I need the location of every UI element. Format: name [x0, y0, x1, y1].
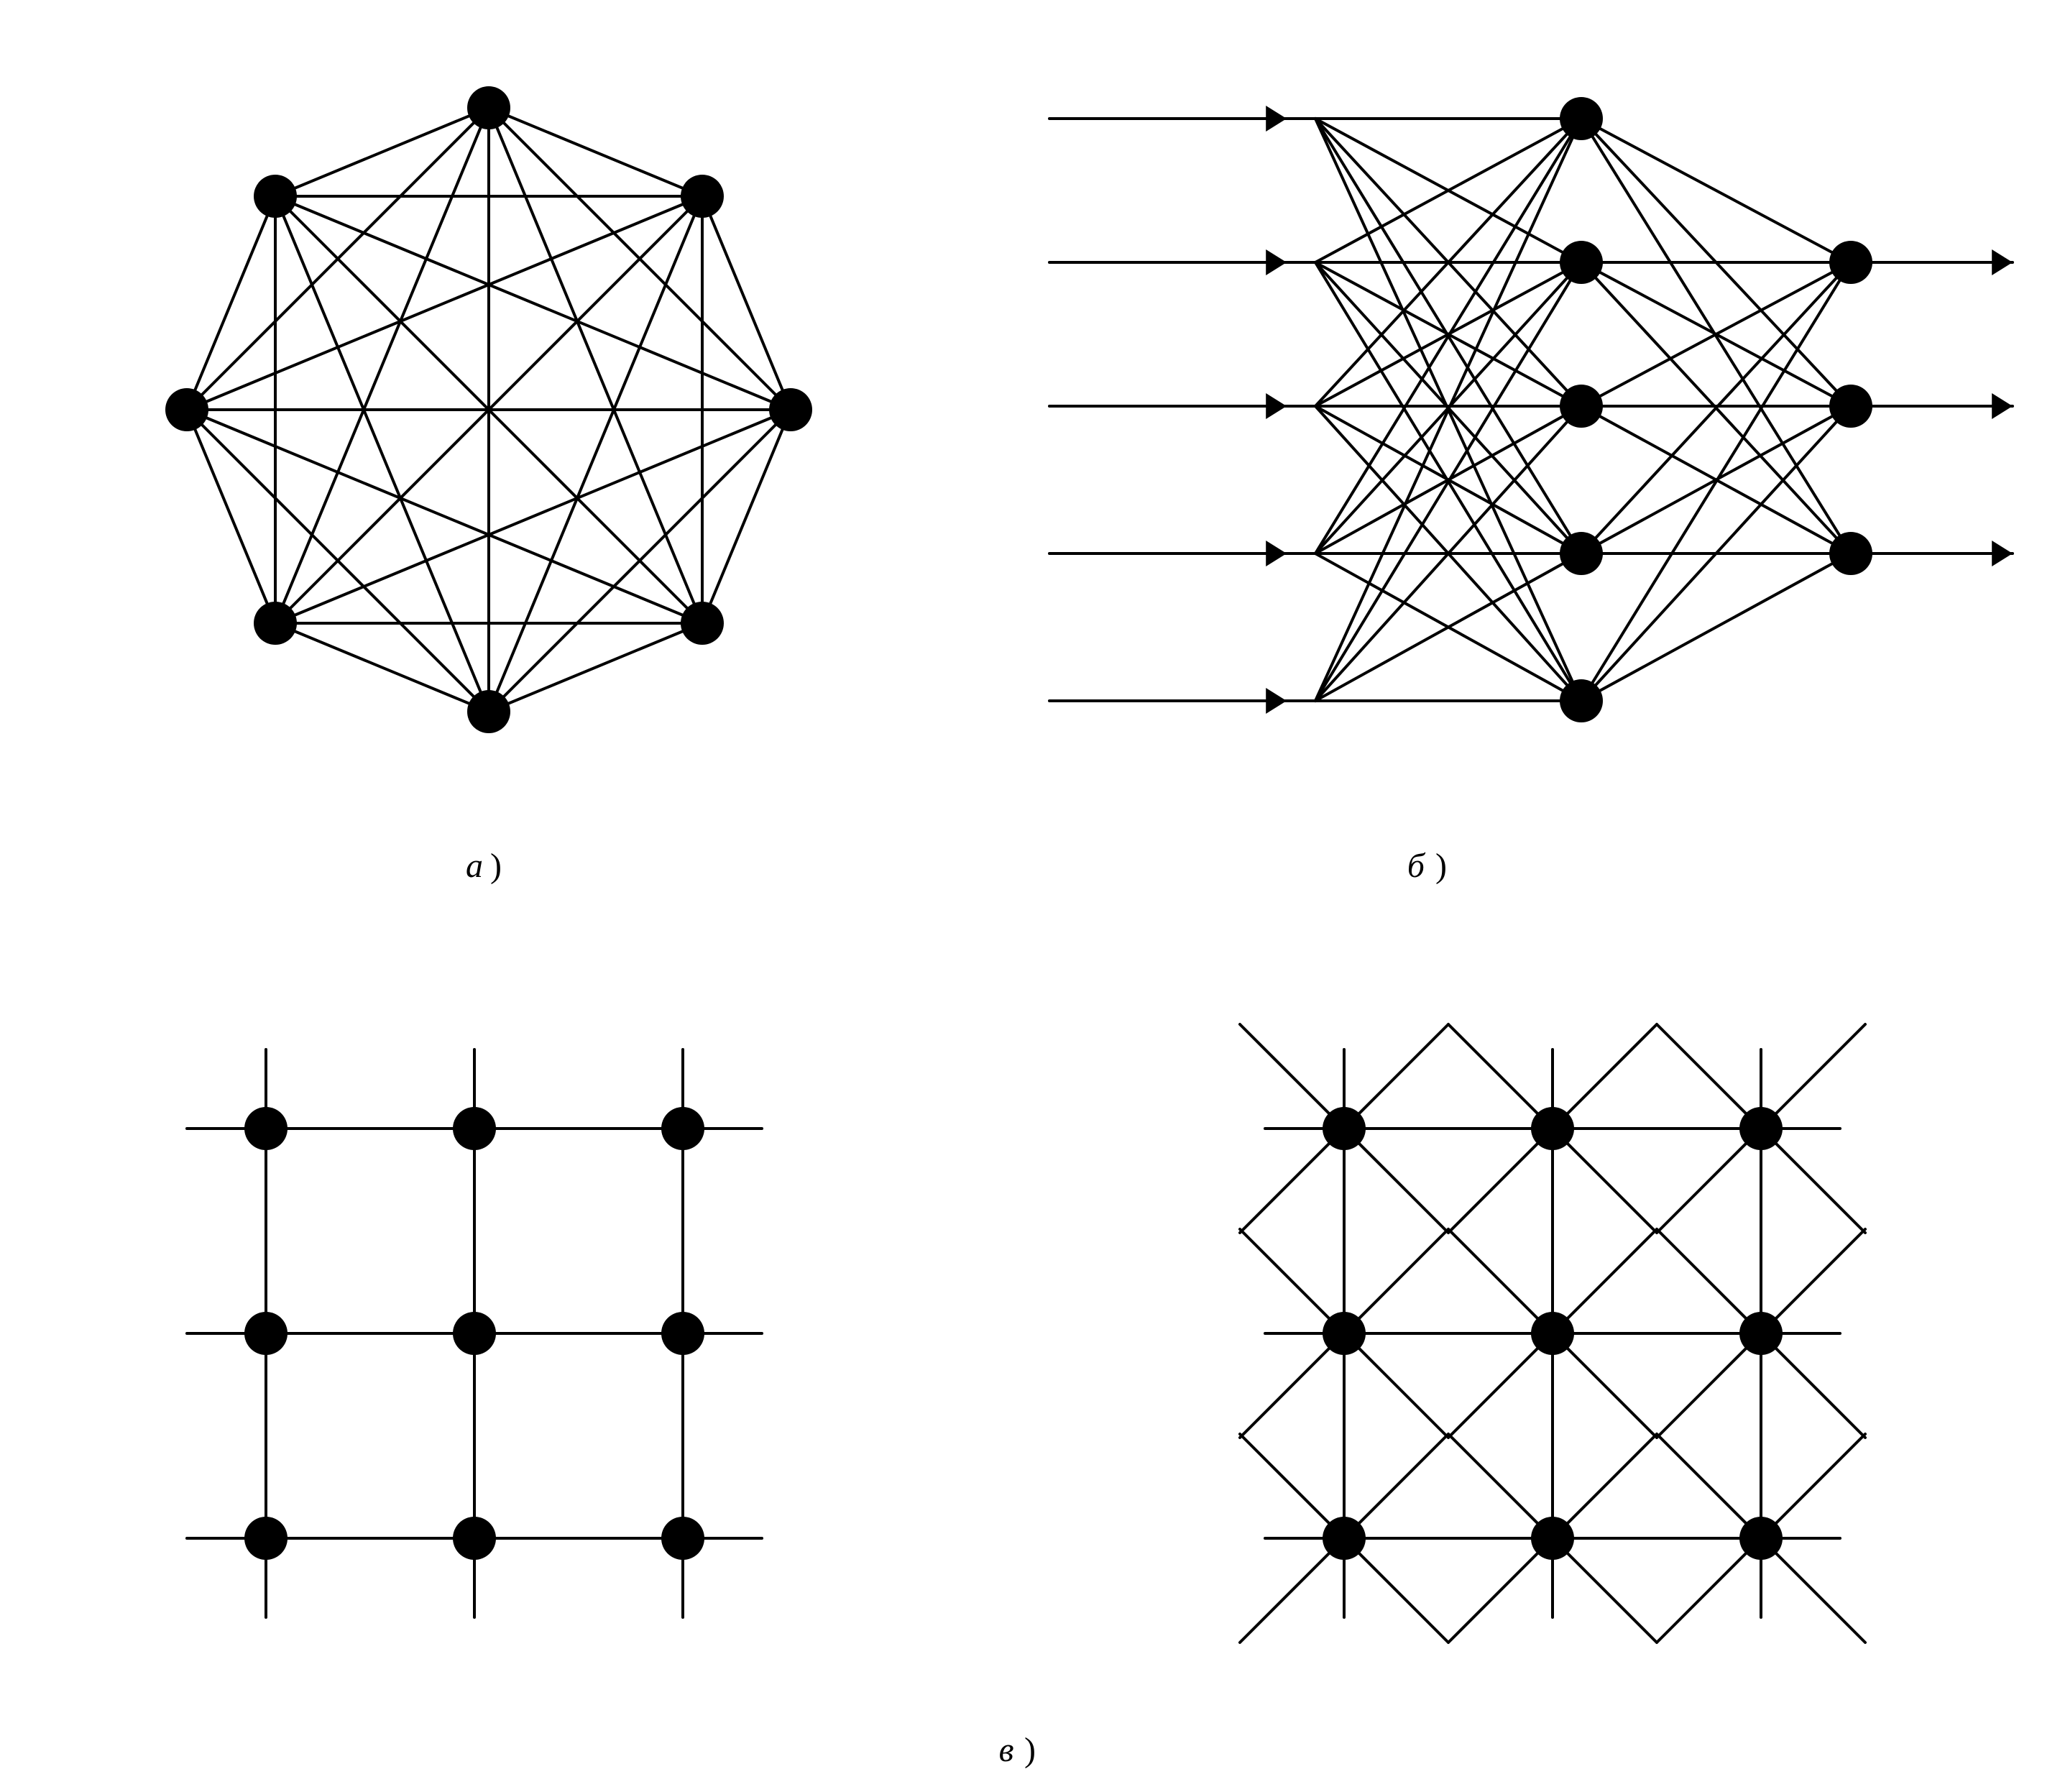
- labels: а)б)в): [466, 847, 1447, 1769]
- edge: [1581, 119, 1851, 553]
- node: [681, 175, 724, 218]
- label-a-paren: ): [490, 847, 502, 885]
- hidden-node: [1560, 532, 1603, 575]
- node: [453, 1107, 496, 1150]
- arrow-head: [1266, 688, 1287, 714]
- edge: [489, 108, 702, 623]
- arrow-head: [1266, 541, 1287, 566]
- panel-b: [1049, 97, 2013, 722]
- panel-b-arrows: [1266, 106, 2013, 714]
- node: [1531, 1312, 1574, 1355]
- hidden-node: [1560, 97, 1603, 140]
- node: [769, 388, 812, 431]
- node: [244, 1312, 288, 1355]
- panel-a: [165, 86, 812, 733]
- node: [453, 1312, 496, 1355]
- panel-c-left: [187, 1049, 762, 1617]
- panel-c-right: [1240, 1024, 1865, 1642]
- arrow-head: [1266, 249, 1287, 275]
- node: [661, 1312, 704, 1355]
- arrow-head: [1992, 393, 2013, 419]
- node: [254, 602, 297, 645]
- node: [661, 1517, 704, 1560]
- node: [244, 1517, 288, 1560]
- output-node: [1829, 241, 1872, 284]
- node: [1739, 1517, 1783, 1560]
- label-c-paren: ): [1024, 1731, 1036, 1769]
- hidden-node: [1560, 679, 1603, 722]
- node: [254, 175, 297, 218]
- node: [453, 1517, 496, 1560]
- edge: [275, 196, 791, 410]
- hidden-node: [1560, 241, 1603, 284]
- edge: [1581, 119, 1851, 262]
- edge: [275, 410, 791, 623]
- node: [1323, 1312, 1366, 1355]
- edge: [187, 196, 702, 410]
- edge: [489, 196, 702, 712]
- label-c: в: [999, 1731, 1014, 1769]
- node: [1531, 1107, 1574, 1150]
- arrow-head: [1266, 393, 1287, 419]
- node: [1739, 1107, 1783, 1150]
- node: [1739, 1312, 1783, 1355]
- hidden-node: [1560, 385, 1603, 428]
- output-node: [1829, 532, 1872, 575]
- edge: [275, 196, 489, 712]
- arrow-head: [1992, 249, 2013, 275]
- edge: [1581, 262, 1851, 701]
- edge: [1581, 553, 1851, 701]
- node: [244, 1107, 288, 1150]
- output-node: [1829, 385, 1872, 428]
- label-a: а: [466, 847, 483, 885]
- label-b-paren: ): [1435, 847, 1447, 885]
- node: [1323, 1107, 1366, 1150]
- arrow-head: [1266, 106, 1287, 132]
- node: [467, 86, 510, 129]
- edge: [275, 108, 489, 623]
- node: [661, 1107, 704, 1150]
- label-b: б: [1407, 847, 1426, 885]
- arrow-head: [1992, 541, 2013, 566]
- node: [467, 690, 510, 733]
- node: [681, 602, 724, 645]
- edge: [187, 410, 702, 623]
- node: [165, 388, 208, 431]
- node: [1531, 1517, 1574, 1560]
- node: [1323, 1517, 1366, 1560]
